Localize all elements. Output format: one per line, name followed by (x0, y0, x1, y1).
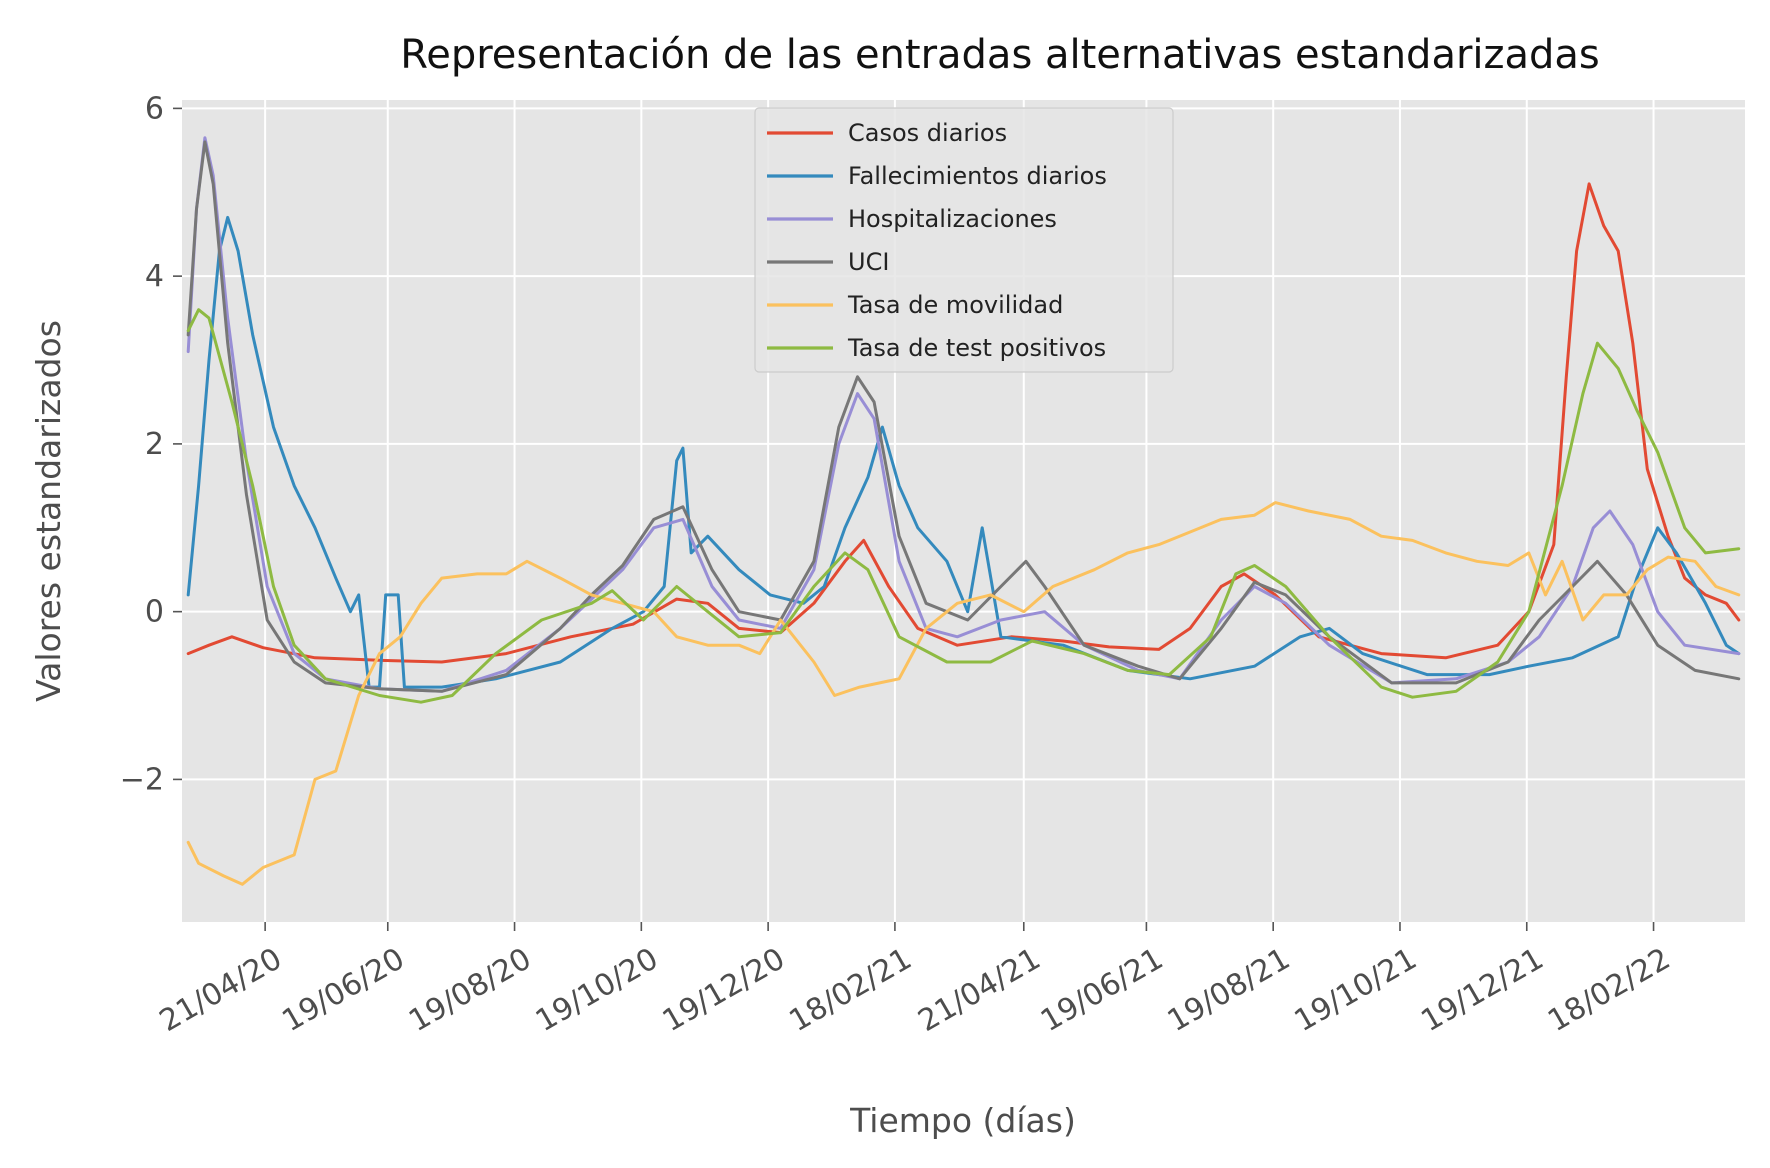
legend-label: Hospitalizaciones (848, 205, 1057, 233)
series-line (186, 136, 1741, 693)
x-tick-label: 19/12/20 (657, 941, 791, 1039)
legend-label: UCI (848, 248, 889, 276)
legend-label: Tasa de movilidad (847, 291, 1063, 319)
series-line (186, 140, 1741, 693)
legend: Casos diarios Fallecimientos diarios Hospi… (754, 107, 1174, 373)
y-axis-title: Valores estandarizados (29, 320, 68, 702)
series-line (186, 501, 1741, 886)
legend-label: Tasa de test positivos (847, 334, 1106, 362)
series-lines (186, 136, 1741, 886)
series-line (186, 215, 1741, 689)
x-tick-label: 21/04/21 (912, 941, 1046, 1039)
chart-title: Representación de las entradas alternati… (400, 32, 1600, 78)
x-tick-label: 18/02/22 (1542, 941, 1676, 1039)
x-tick-label: 19/12/21 (1415, 941, 1549, 1039)
x-tick-label: 19/10/20 (530, 941, 664, 1039)
x-tick-label: 19/06/21 (1035, 941, 1169, 1039)
series-line (186, 308, 1741, 704)
x-axis-ticks: 21/04/2019/06/2019/08/2019/10/2019/12/20… (154, 922, 1676, 1039)
y-axis-ticks: −2 0 2 4 6 (120, 91, 182, 797)
legend-label: Casos diarios (848, 119, 1007, 147)
x-tick-label: 18/02/21 (784, 941, 918, 1039)
x-tick-label: 19/08/20 (403, 941, 537, 1039)
y-tick-label: 2 (145, 427, 164, 462)
x-tick-label: 19/10/21 (1289, 941, 1423, 1039)
x-tick-label: 21/04/20 (154, 941, 288, 1039)
y-tick-label: −2 (120, 762, 164, 797)
legend-label: Fallecimientos diarios (848, 162, 1107, 190)
y-tick-label: 6 (145, 91, 164, 126)
y-tick-label: 4 (145, 259, 164, 294)
y-tick-label: 0 (145, 595, 164, 630)
legend-frame (754, 107, 1174, 373)
x-axis-title: Tiempo (días) (849, 1101, 1076, 1140)
x-tick-label: 19/08/21 (1162, 941, 1296, 1039)
x-tick-label: 19/06/20 (276, 941, 410, 1039)
